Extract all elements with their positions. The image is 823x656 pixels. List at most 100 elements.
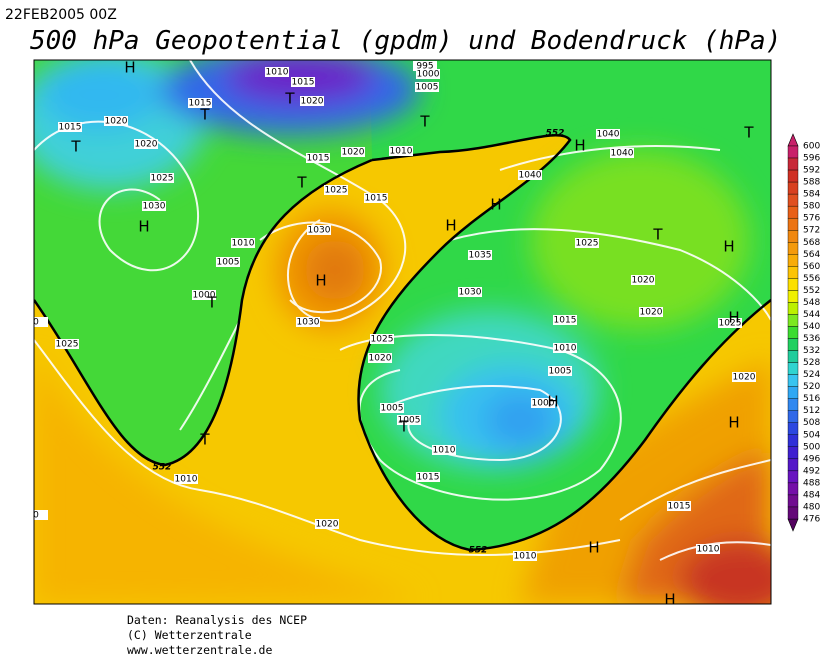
isobar-label: 1030	[308, 226, 331, 236]
isobar-label-bg	[341, 147, 365, 157]
colorbar-swatch	[787, 350, 799, 363]
pressure-center: T	[199, 106, 210, 124]
isobar-label: 1010	[232, 239, 255, 249]
pressure-center: H	[664, 591, 675, 609]
colorbar-swatch	[787, 458, 799, 472]
pressure-center: T	[199, 431, 210, 449]
isobar-label-bg	[389, 146, 413, 156]
colorbar-swatch	[787, 157, 799, 171]
isobar-label: 1010	[266, 68, 289, 78]
pressure-center: H	[574, 137, 585, 155]
isobar-label-bg	[300, 96, 324, 106]
colorbar-swatch	[787, 193, 799, 207]
isobar-label-bg	[265, 67, 289, 77]
isobar-label-bg	[575, 238, 599, 248]
isobar-label: 1020	[640, 308, 663, 318]
pressure-center: H	[490, 196, 501, 214]
isobar-label: 1010	[514, 552, 537, 562]
pressure-center: H	[728, 414, 739, 432]
colorbar-label: 528	[803, 358, 820, 368]
isobar-label-bg	[368, 353, 392, 363]
isobar-label: 0	[33, 318, 39, 328]
colorbar-swatch	[787, 314, 799, 327]
colorbar-label: 592	[803, 166, 820, 176]
isobar-label-bg	[718, 318, 742, 328]
isobar-label: 1010	[433, 446, 456, 456]
isobar-label: 1015	[417, 473, 440, 483]
colorbar-swatch	[787, 482, 799, 496]
isobar-label: 1020	[105, 117, 128, 127]
isobar-label: 1030	[459, 288, 482, 298]
isobar-label-bg	[415, 82, 439, 92]
isobar-label-bg	[150, 173, 174, 183]
isobar-label-bg	[370, 334, 394, 344]
date-label: 22FEB2005 00Z	[5, 7, 117, 23]
isobar-label-bg	[315, 519, 339, 529]
map-title: 500 hPa Geopotential (gpdm) und Bodendru…	[30, 26, 781, 56]
colorbar-swatch	[787, 181, 799, 195]
isobar-label-bg	[518, 170, 542, 180]
colorbar-label: 580	[803, 202, 820, 212]
colorbar-label: 600	[803, 142, 820, 152]
isobar-label: 1005	[549, 367, 572, 377]
isobar-label: 1005	[416, 83, 439, 93]
isobar-label: 1000	[417, 70, 440, 80]
colorbar-label: 492	[803, 466, 820, 476]
colorbar-label: 536	[803, 334, 820, 344]
isobar-label-bg	[104, 116, 128, 126]
colorbar-label: 596	[803, 154, 820, 164]
colorbar-swatch	[787, 494, 799, 508]
footer-line: (C) Wetterzentrale	[127, 628, 252, 642]
colorbar-label: 504	[803, 430, 820, 440]
isobar-label: 1005	[398, 416, 421, 426]
isobar-label: 1030	[297, 318, 320, 328]
colorbar-swatch	[787, 169, 799, 183]
pressure-center: H	[138, 218, 149, 236]
isobar-label-bg	[468, 250, 492, 260]
isobar-label: 1025	[371, 335, 394, 345]
isobar-label: 1000	[193, 291, 216, 301]
isobar-label: 1015	[554, 316, 577, 326]
isobar-label-bg	[732, 372, 756, 382]
colorbar-label: 516	[803, 394, 820, 404]
isobar-label: 1005	[217, 258, 240, 268]
pressure-center: T	[70, 138, 81, 156]
pressure-center: H	[315, 272, 326, 290]
colorbar-arrow	[787, 518, 799, 532]
colorbar-swatch	[787, 434, 799, 448]
pressure-center: H	[723, 238, 734, 256]
colorbar-label: 564	[803, 250, 820, 260]
isobar-label: 1015	[307, 154, 330, 164]
colorbar-label: 576	[803, 214, 820, 224]
colorbar-label: 556	[803, 274, 820, 284]
isobar-label-bg	[142, 201, 166, 211]
isobar-label-bg	[188, 98, 212, 108]
isobar-label: 1010	[554, 344, 577, 354]
colorbar-swatch	[787, 410, 799, 423]
isobar-label-bg	[458, 287, 482, 297]
isobar-label-bg	[380, 403, 404, 413]
pressure-center: T	[743, 124, 754, 142]
isobar-label: 1025	[719, 319, 742, 329]
isobar-label: 1020	[342, 148, 365, 158]
isobar-label-bg	[513, 551, 537, 561]
isobar-label: 1020	[316, 520, 339, 530]
isobar-label: 1030	[143, 202, 166, 212]
colorbar-label: 508	[803, 418, 820, 428]
colorbar-label: 512	[803, 406, 820, 416]
colorbar-label: 540	[803, 322, 820, 332]
isobar-label-bg	[174, 474, 198, 484]
colorbar-label: 552	[803, 286, 820, 296]
colorbar-arrow	[787, 133, 799, 147]
isobar-label: 1015	[365, 194, 388, 204]
isobar-label-bg	[291, 77, 315, 87]
colorbar-label: 532	[803, 346, 820, 356]
colorbar-swatch	[787, 422, 799, 435]
isobar-label: 1020	[301, 97, 324, 107]
isobar-label: 995	[416, 62, 433, 72]
colorbar-swatch	[787, 506, 799, 520]
isobar-label: 1025	[151, 174, 174, 184]
colorbar-swatch	[787, 242, 799, 255]
footer-line: www.wetterzentrale.de	[127, 643, 272, 656]
